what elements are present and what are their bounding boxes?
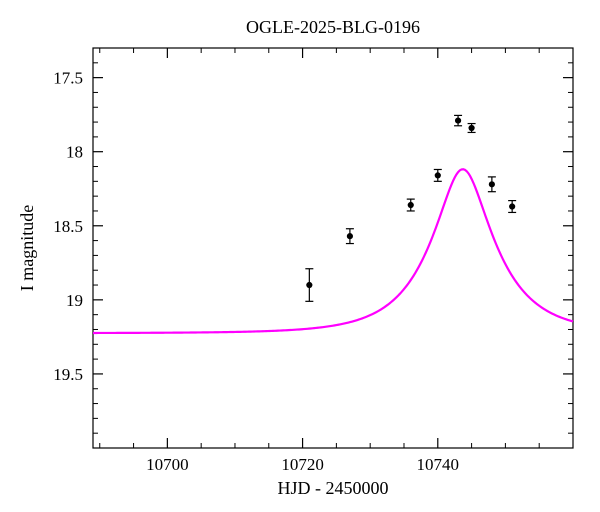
y-tick-label: 18.5 bbox=[53, 217, 83, 236]
y-tick-label: 19.5 bbox=[53, 365, 83, 384]
y-axis-label: I magnitude bbox=[17, 205, 37, 291]
data-point bbox=[408, 202, 413, 207]
chart-title: OGLE-2025-BLG-0196 bbox=[246, 17, 420, 37]
y-tick-label: 19 bbox=[66, 291, 83, 310]
x-tick-label: 10740 bbox=[417, 455, 460, 474]
y-tick-label: 18 bbox=[66, 143, 83, 162]
chart-background bbox=[0, 0, 600, 512]
x-axis-label: HJD - 2450000 bbox=[278, 478, 389, 498]
data-point bbox=[435, 173, 440, 178]
data-point bbox=[469, 125, 474, 130]
x-tick-label: 10720 bbox=[281, 455, 324, 474]
data-point bbox=[510, 204, 515, 209]
data-point bbox=[307, 282, 312, 287]
x-tick-label: 10700 bbox=[146, 455, 189, 474]
lightcurve-chart: 10700 10720 10740 17.5 18 18.5 19 19.5 HJD - 245… bbox=[0, 0, 600, 512]
data-point bbox=[489, 182, 494, 187]
data-point bbox=[455, 118, 460, 123]
data-point bbox=[347, 234, 352, 239]
chart-container: 10700 10720 10740 17.5 18 18.5 19 19.5 HJD - 245… bbox=[0, 0, 600, 512]
y-tick-label: 17.5 bbox=[53, 69, 83, 88]
